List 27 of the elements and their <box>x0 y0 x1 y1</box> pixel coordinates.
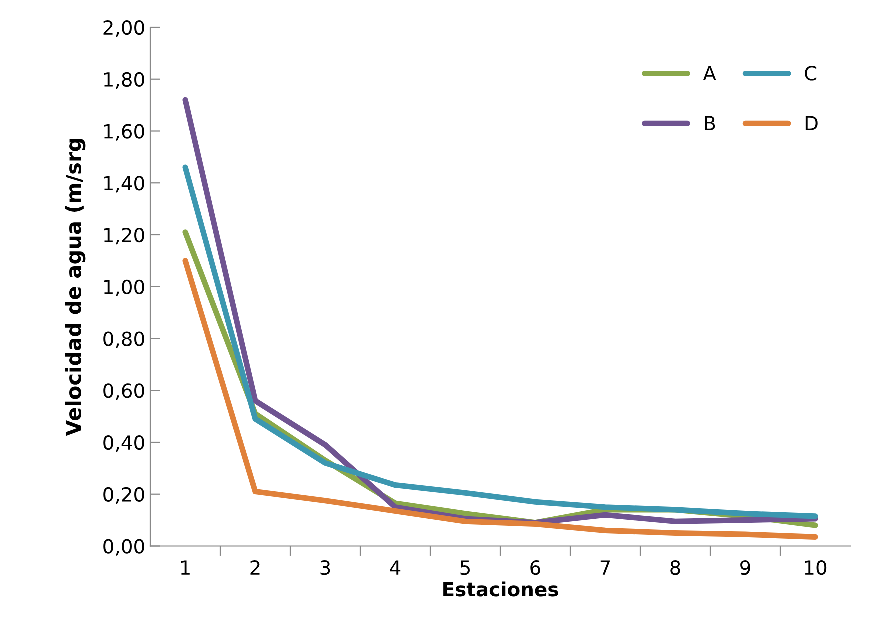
x-axis-title: Estaciones <box>444 582 558 597</box>
y-axis-title: Velocidad de agua (m/srg <box>65 139 86 436</box>
legend-label: B <box>705 116 716 130</box>
y-tick-label: 1,80 <box>104 72 144 90</box>
y-tick-label: 0,20 <box>104 487 144 504</box>
y-tick-label: 2,00 <box>104 20 144 38</box>
y-tick-label: 0,60 <box>104 384 144 400</box>
x-tick-label: 8 <box>670 560 680 576</box>
x-tick-label: 1 <box>181 560 190 575</box>
legend-label: D <box>806 116 818 130</box>
y-tick-label: 1,40 <box>104 176 144 193</box>
y-tick-label: 1,60 <box>104 124 144 141</box>
legend-label: C <box>805 66 817 81</box>
legend-label: A <box>703 66 716 81</box>
x-tick-label: 5 <box>460 560 470 576</box>
x-tick-label: 4 <box>390 560 401 575</box>
x-tick-label: 9 <box>740 560 750 576</box>
y-tick-label: 0,00 <box>104 539 144 556</box>
y-tick-label: 0,80 <box>104 332 144 348</box>
y-tick-label: 0,40 <box>104 435 144 452</box>
y-tick-label: 1,00 <box>104 280 144 297</box>
x-tick-label: 2 <box>250 560 260 575</box>
y-tick-label: 1,20 <box>104 228 144 245</box>
x-tick-label: 10 <box>805 560 827 576</box>
x-tick-label: 3 <box>320 560 330 576</box>
x-tick-label: 6 <box>530 560 540 576</box>
x-tick-label: 7 <box>600 560 610 575</box>
